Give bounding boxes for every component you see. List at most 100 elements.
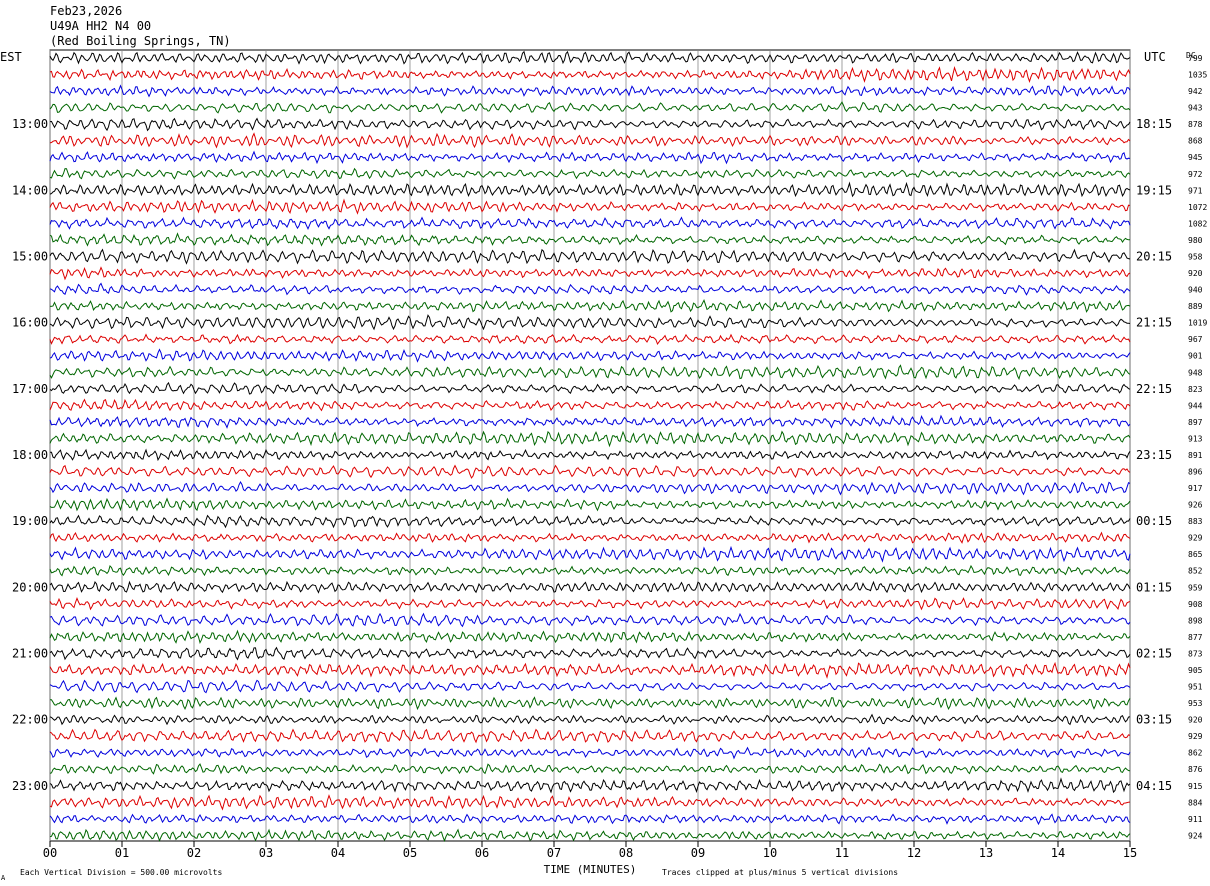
right-hour-label: 01:15: [1136, 580, 1172, 594]
seismic-trace: [49, 101, 1131, 114]
dc-offset-value: 943: [1188, 104, 1203, 113]
dc-offset-value: 862: [1188, 749, 1203, 758]
seismic-trace: [49, 661, 1131, 679]
right-hour-label: 19:15: [1136, 183, 1172, 197]
seismic-trace: [49, 514, 1131, 529]
seismic-trace: [49, 50, 1131, 65]
dc-offset-value: 1072: [1188, 203, 1207, 212]
right-hour-label: 23:15: [1136, 448, 1172, 462]
dc-offset-value: 823: [1188, 385, 1203, 394]
x-tick-label: 05: [403, 846, 417, 860]
dc-offset-value: 908: [1188, 600, 1203, 609]
left-hour-label: 16:00: [12, 316, 48, 330]
seismic-trace: [49, 713, 1131, 726]
x-tick-label: 15: [1123, 846, 1137, 860]
x-tick-label: 00: [43, 846, 57, 860]
seismic-trace: [49, 198, 1131, 215]
left-hour-label: 23:00: [12, 779, 48, 793]
seismic-trace: [49, 216, 1131, 231]
seismic-trace: [49, 531, 1131, 544]
left-hour-label: 17:00: [12, 382, 48, 396]
plot-frame: [49, 49, 1131, 842]
dc-offset-value: 878: [1188, 120, 1203, 129]
x-tick-label: 11: [835, 846, 849, 860]
chart-grid: [49, 49, 1131, 847]
dc-offset-value: 889: [1188, 302, 1203, 311]
seismic-trace: [49, 248, 1131, 265]
dc-offset-value: 924: [1188, 831, 1203, 840]
seismic-trace: [49, 794, 1131, 811]
clip-note: Traces clipped at plus/minus 5 vertical …: [662, 868, 898, 877]
x-axis-title: TIME (MINUTES): [544, 863, 637, 876]
dc-offset-value: 915: [1188, 782, 1203, 791]
seismic-trace: [49, 398, 1131, 412]
seismic-trace: [49, 117, 1131, 132]
dc-offset-value: 951: [1188, 683, 1203, 692]
right-hour-label: 22:15: [1136, 382, 1172, 396]
dc-offset-value: 917: [1188, 484, 1203, 493]
seismic-trace: [49, 65, 1131, 83]
dc-offset-value: 852: [1188, 567, 1203, 576]
x-tick-label: 12: [907, 846, 921, 860]
seismic-trace: [50, 448, 1131, 462]
dc-offset-value: 940: [1188, 286, 1203, 295]
dc-offset-value: 971: [1188, 186, 1203, 195]
chart-labels: EST UTC DC TIME (MINUTES) Each Vertical …: [0, 50, 1207, 882]
dc-offset-value: 877: [1188, 633, 1203, 642]
seismic-trace: [49, 132, 1131, 149]
x-tick-label: 02: [187, 846, 201, 860]
dc-offset-value: 953: [1188, 699, 1203, 708]
seismic-trace: [49, 150, 1131, 165]
seismic-trace: [49, 728, 1131, 744]
right-hour-label: 20:15: [1136, 249, 1172, 263]
x-tick-label: 04: [331, 846, 345, 860]
dc-offset-value: 942: [1188, 87, 1203, 96]
chart-date: Feb23,2026: [50, 4, 123, 18]
right-hour-label: 04:15: [1136, 779, 1172, 793]
x-tick-label: 10: [763, 846, 777, 860]
left-hour-label: 13:00: [12, 117, 48, 131]
seismic-trace: [49, 497, 1131, 512]
seismic-trace: [49, 629, 1131, 644]
x-tick-label: 08: [619, 846, 633, 860]
left-timezone-label: EST: [0, 50, 22, 64]
left-hour-label: 18:00: [12, 448, 48, 462]
right-hour-label: 00:15: [1136, 514, 1172, 528]
dc-offset-value: 891: [1188, 451, 1203, 460]
dc-offset-value: 929: [1188, 732, 1203, 741]
dc-offset-value: 898: [1188, 616, 1203, 625]
seismic-trace: [49, 381, 1131, 395]
dc-offset-value: 865: [1188, 550, 1203, 559]
seismic-trace: [49, 545, 1131, 563]
dc-offset-value: 948: [1188, 368, 1203, 377]
dc-label: DC: [1186, 51, 1196, 60]
corner-mark: A: [1, 874, 6, 882]
right-hour-label: 21:15: [1136, 316, 1172, 330]
left-hour-label: 22:00: [12, 713, 48, 727]
left-hour-label: 15:00: [12, 249, 48, 263]
dc-offset-value: 920: [1188, 716, 1203, 725]
seismic-trace: [49, 646, 1131, 661]
x-tick-label: 07: [547, 846, 561, 860]
x-tick-label: 03: [259, 846, 273, 860]
left-hour-label: 20:00: [12, 580, 48, 594]
dc-offset-value: 920: [1188, 269, 1203, 278]
dc-offset-value: 929: [1188, 534, 1203, 543]
seismic-trace: [49, 181, 1131, 198]
left-hour-label: 19:00: [12, 514, 48, 528]
seismic-trace: [49, 679, 1131, 694]
seismic-trace: [49, 480, 1131, 496]
left-hour-label: 21:00: [12, 646, 48, 660]
seismic-trace: [49, 348, 1131, 363]
seismic-trace: [49, 414, 1131, 429]
dc-offset-value: 884: [1188, 798, 1203, 807]
dc-offset-value: 897: [1188, 418, 1203, 427]
dc-offset-value: 944: [1188, 401, 1203, 410]
seismic-trace: [49, 266, 1131, 281]
station-location: (Red Boiling Springs, TN): [50, 34, 231, 48]
dc-offset-value: 972: [1188, 170, 1203, 179]
x-tick-label: 01: [115, 846, 129, 860]
dc-offset-value: 876: [1188, 765, 1203, 774]
dc-offset-value: 883: [1188, 517, 1203, 526]
